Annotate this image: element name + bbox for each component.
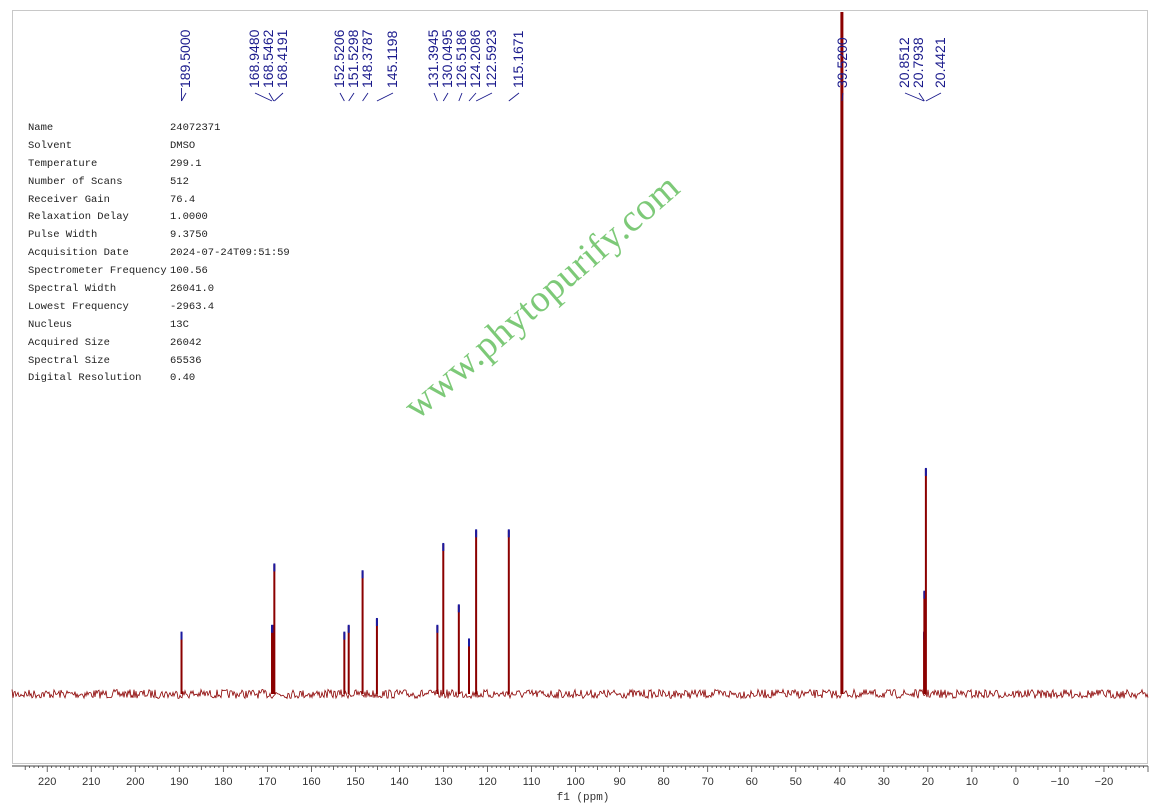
x-tick-label: 20: [922, 776, 934, 788]
peak-label-connector: [508, 92, 520, 102]
param-row-solvent: Solvent DMSO: [28, 139, 196, 152]
peak-label-connector: [458, 92, 463, 102]
x-tick-label: 220: [38, 776, 56, 788]
peak-label-connector: [268, 92, 275, 102]
peak-label-connector: [475, 92, 493, 102]
peak-label-connector: [468, 92, 477, 102]
x-axis-label: f1 (ppm): [556, 792, 610, 804]
x-tick-label: 200: [126, 776, 144, 788]
peak-label: 145.1198: [384, 30, 400, 88]
x-tick-label: 10: [966, 776, 978, 788]
peak-label-connector: [376, 92, 394, 102]
x-tick-label: 40: [834, 776, 846, 788]
peak-label: 122.5923: [483, 29, 499, 88]
peak-label-connector: [442, 92, 449, 102]
peak-label-connector: [254, 92, 273, 102]
plot-frame: [12, 10, 1148, 764]
peak-label: 189.5000: [177, 29, 193, 88]
param-row-digital-resolution: Digital Resolution 0.40: [28, 372, 196, 385]
param-row-nucleus: Nucleus 13C: [28, 318, 189, 331]
acquisition-parameters: Name 24072371 Solvent DMSO Temperature 299.…: [28, 122, 290, 390]
peak-label: 152.5206: [331, 29, 347, 88]
x-tick-label: 110: [523, 776, 541, 788]
param-row-spectral-size: Spectral Size 65536: [28, 354, 202, 367]
x-tick-label: 190: [170, 776, 188, 788]
peak-label-connector: [274, 92, 284, 102]
x-tick-label: 140: [390, 776, 408, 788]
peak-label: 130.0495: [439, 29, 455, 88]
x-tick-label: 60: [746, 776, 758, 788]
peak-label-connector: [348, 92, 355, 102]
x-tick-label: −20: [1095, 776, 1114, 788]
param-row-scans: Number of Scans 512: [28, 175, 189, 188]
x-tick-label: 150: [346, 776, 364, 788]
peak-label: 124.2086: [467, 29, 483, 88]
peak-label: 20.8512: [896, 37, 912, 88]
param-row-spectrometer-frequency: Spectrometer Frequency 100.56: [28, 265, 208, 278]
x-tick-label: −10: [1051, 776, 1070, 788]
param-row-receiver-gain: Receiver Gain 76.4: [28, 193, 196, 206]
param-row-relaxation-delay: Relaxation Delay 1.0000: [28, 211, 208, 224]
x-tick-label: 90: [614, 776, 626, 788]
peak-label-connector: [433, 92, 438, 102]
peak-label-connector: [925, 92, 942, 102]
peak-label-connector: [918, 92, 925, 102]
peak-label: 115.1671: [510, 30, 526, 88]
peak-label: 168.5462: [260, 29, 276, 88]
param-row-lowest-frequency: Lowest Frequency -2963.4: [28, 300, 215, 313]
x-tick-label: 70: [702, 776, 714, 788]
peak-label: 168.9480: [246, 29, 262, 88]
x-tick-label: 30: [878, 776, 890, 788]
peak-label: 20.4421: [932, 37, 948, 88]
peak-label: 151.5298: [345, 29, 361, 88]
param-row-spectral-width: Spectral Width 26041.0: [28, 283, 215, 296]
param-row-name: Name 24072371: [28, 122, 221, 134]
param-row-temperature: Temperature 299.1: [28, 157, 202, 170]
x-tick-label: 0: [1013, 776, 1019, 788]
x-tick-label: 120: [478, 776, 496, 788]
peak-label: 126.5186: [453, 29, 469, 88]
peak-label-connector: [841, 92, 844, 102]
peak-label-connector: [362, 92, 369, 102]
peak-label: 168.4191: [274, 29, 290, 88]
x-tick-label: 50: [790, 776, 802, 788]
x-tick-label: 210: [82, 776, 100, 788]
param-row-pulse-width: Pulse Width 9.3750: [28, 229, 208, 242]
x-tick-label: 80: [658, 776, 670, 788]
peak-label: 20.7938: [910, 37, 926, 88]
x-tick-label: 100: [566, 776, 584, 788]
x-tick-label: 160: [302, 776, 320, 788]
peak-label-connector: [904, 92, 925, 102]
x-tick-label: 180: [214, 776, 232, 788]
peak-label-connector: [339, 92, 345, 102]
param-row-acquisition-date: Acquisition Date 2024-07-24T09:51:59: [28, 247, 290, 260]
spectrum-baseline: [11, 687, 1149, 700]
peak-label: 39.5200: [834, 37, 850, 88]
peak-label: 148.3787: [359, 29, 375, 88]
param-row-acquired-size: Acquired Size 26042: [28, 336, 202, 349]
x-tick-label: 170: [258, 776, 276, 788]
peak-label: 131.3945: [425, 29, 441, 88]
x-tick-label: 130: [434, 776, 452, 788]
peak-label-connector: [181, 92, 187, 102]
